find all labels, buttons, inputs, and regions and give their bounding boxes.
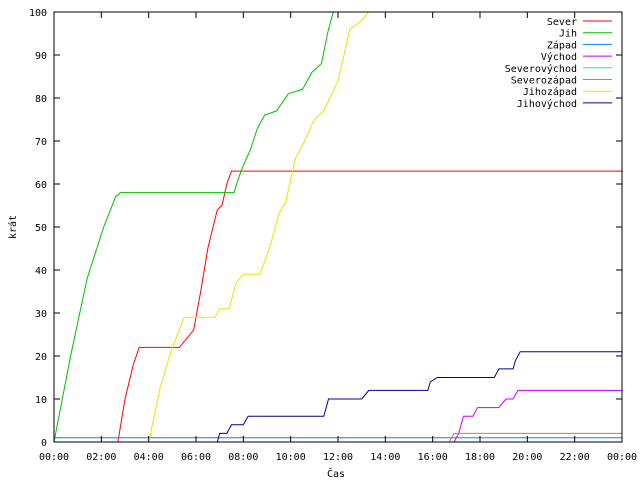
tick-marks bbox=[53, 11, 623, 443]
legend: SeverJihZápadVýchodSeverovýchodSeverozáp… bbox=[505, 17, 612, 110]
x-tick-label: 08:00 bbox=[228, 452, 258, 463]
x-tick-label: 02:00 bbox=[86, 452, 116, 463]
x-tick-label: 00:00 bbox=[39, 452, 69, 463]
y-tick-label: 60 bbox=[35, 180, 47, 191]
y-tick-label: 70 bbox=[35, 137, 47, 148]
x-tick-label: 16:00 bbox=[418, 452, 448, 463]
y-tick-label: 80 bbox=[35, 94, 47, 105]
x-tick-label: 22:00 bbox=[560, 452, 590, 463]
series-line-1 bbox=[54, 170, 622, 443]
y-tick-label: 10 bbox=[35, 395, 47, 406]
x-tick-label: 12:00 bbox=[323, 452, 353, 463]
x-tick-label: 04:00 bbox=[134, 452, 164, 463]
legend-label: Jihovýchod bbox=[517, 98, 577, 110]
legend-label: Východ bbox=[541, 51, 577, 63]
y-axis-label: krát bbox=[7, 215, 19, 239]
plot-frame bbox=[53, 11, 623, 443]
series-line-4 bbox=[54, 389, 622, 443]
y-tick-label: 0 bbox=[41, 438, 47, 449]
legend-label: Jihozápad bbox=[523, 86, 577, 98]
y-tick-label: 30 bbox=[35, 309, 47, 320]
y-tick-label: 100 bbox=[29, 8, 47, 19]
x-axis-label: Čas bbox=[327, 467, 345, 480]
y-tick-label: 90 bbox=[35, 51, 47, 62]
x-tick-label: 00:00 bbox=[607, 452, 637, 463]
x-tick-label: 20:00 bbox=[512, 452, 542, 463]
y-tick-label: 20 bbox=[35, 352, 47, 363]
y-tick-label: 50 bbox=[35, 223, 47, 234]
tick-labels: 0 10 20 30 40 50 60 70 80 90 100 00:00 02:00 04:00 06:… bbox=[29, 8, 637, 463]
legend-label: Severovýchod bbox=[505, 63, 577, 75]
x-tick-label: 14:00 bbox=[370, 452, 400, 463]
x-tick-label: 06:00 bbox=[181, 452, 211, 463]
series-line-8 bbox=[54, 351, 622, 443]
legend-label: Sever bbox=[547, 17, 577, 28]
legend-label: Severozápad bbox=[511, 75, 577, 87]
legend-label: Západ bbox=[547, 39, 577, 51]
legend-label: Jih bbox=[559, 29, 577, 40]
x-tick-label: 18:00 bbox=[465, 452, 495, 463]
x-tick-label: 10:00 bbox=[276, 452, 306, 463]
series-line-7 bbox=[54, 11, 370, 443]
y-tick-label: 40 bbox=[35, 266, 47, 277]
series-line-2 bbox=[53, 11, 334, 443]
